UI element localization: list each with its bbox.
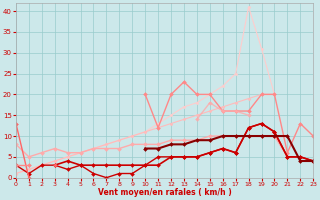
X-axis label: Vent moyen/en rafales ( km/h ): Vent moyen/en rafales ( km/h ) — [98, 188, 231, 197]
